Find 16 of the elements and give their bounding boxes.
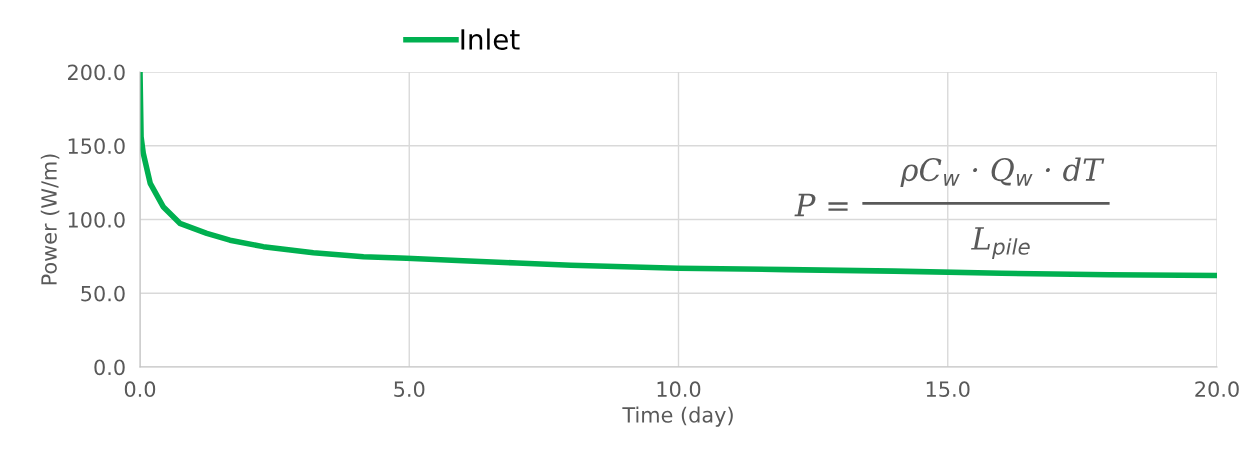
y-tick-label: 150.0 [68,138,125,154]
y-tick-label: 100.0 [68,211,125,228]
x-tick-label: 15.0 [926,381,970,398]
annotation: P = [794,193,848,217]
x-tick-label: 5.0 [394,381,425,398]
x-tick-label: 20.0 [1195,381,1239,398]
y-tick-label: 50.0 [81,285,125,302]
annotation: ρC$_{w}$ · Q$_{w}$ · dT [900,157,1105,188]
x-tick-label: 10.0 [657,381,701,398]
y-axis-title: Power (W/m) [40,154,60,285]
y-tick-label: 0.0 [94,359,125,376]
y-tick-label: 200.0 [68,64,125,81]
x-tick-label: 0.0 [124,381,156,398]
annotation: L$_{pile}$ [971,227,1030,259]
x-axis-title: Time (day) [622,406,733,427]
legend-label: Inlet [461,28,520,50]
